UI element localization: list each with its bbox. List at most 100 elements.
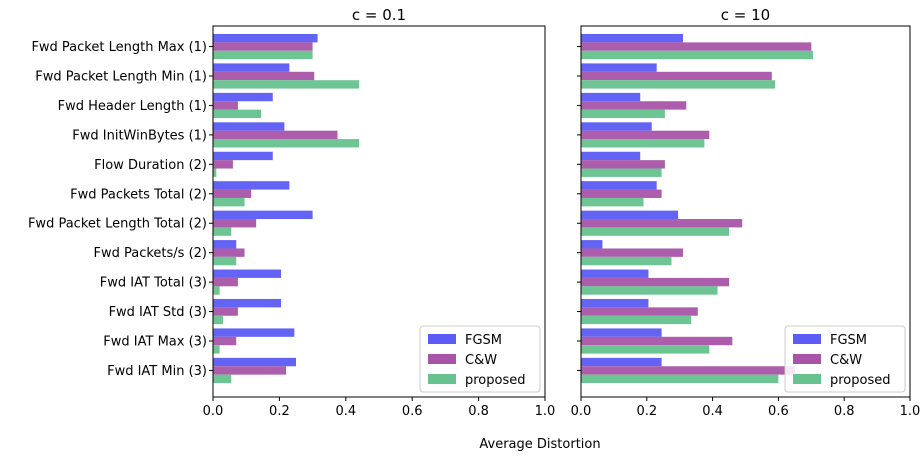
legend-swatch-c-w [793, 354, 821, 364]
bar-c-w-fwd-iat-std-3 [581, 307, 698, 316]
bar-proposed-fwd-iat-max-3 [213, 345, 220, 354]
xtick-label-0-6: 0.6 [768, 404, 789, 419]
legend-left: FGSM C&W proposed [419, 325, 541, 393]
bar-fgsm-fwd-packets-s-2 [581, 240, 603, 249]
bar-c-w-fwd-packet-length-min-1 [213, 71, 315, 81]
xtick-label-0-6: 0.6 [402, 404, 423, 419]
xtick-label-0-0: 0.0 [571, 404, 592, 419]
legend-swatch-fgsm [428, 334, 456, 344]
legend-swatch-proposed [793, 374, 821, 384]
bar-c-w-fwd-iat-max-3 [213, 336, 237, 346]
bar-fgsm-fwd-header-length-1 [581, 92, 641, 102]
bar-c-w-fwd-packets-s-2 [213, 248, 245, 257]
bar-fgsm-fwd-packet-length-max-1 [213, 33, 318, 43]
legend-label-proposed: proposed [465, 373, 526, 388]
bar-fgsm-fwd-iat-total-3 [213, 269, 282, 278]
bar-c-w-fwd-packet-length-max-1 [581, 42, 812, 51]
bar-fgsm-fwd-header-length-1 [213, 92, 273, 102]
ytick-label-fwd-packet-length-min-1: Fwd Packet Length Min (1) [35, 70, 207, 85]
xtick-label-0-2: 0.2 [269, 404, 290, 419]
xticks-left: 0.0 0.2 0.4 0.6 0.8 1.0 [203, 397, 555, 419]
bar-proposed-fwd-header-length-1 [581, 109, 665, 119]
bar-proposed-fwd-iat-total-3 [213, 286, 220, 295]
chart-title-left: c = 0.1 [352, 6, 406, 24]
chart-panel-left: c = 0.1 0.0 0.2 0.4 0.6 0.8 1.0 FGSM C&W propos… [203, 6, 556, 419]
legend-swatch-fgsm [793, 334, 821, 344]
bar-proposed-fwd-iat-max-3 [581, 345, 710, 354]
xticks-right: 0.0 0.2 0.4 0.6 0.8 1.0 [571, 397, 921, 419]
bar-fgsm-fwd-iat-std-3 [581, 298, 649, 308]
bar-proposed-flow-duration-2 [213, 168, 217, 177]
ytick-label-flow-duration-2: Flow Duration (2) [94, 158, 207, 173]
bar-proposed-fwd-iat-min-3 [213, 374, 232, 384]
x-axis-label: Average Distortion [479, 437, 600, 452]
legend-label-proposed: proposed [830, 373, 891, 388]
bar-proposed-fwd-packet-length-min-1 [213, 80, 360, 89]
xtick-label-0-8: 0.8 [468, 404, 489, 419]
bar-proposed-fwd-packets-s-2 [581, 256, 672, 266]
chart-title-right: c = 10 [721, 6, 770, 24]
bar-proposed-fwd-header-length-1 [213, 109, 262, 119]
xtick-label-1-0: 1.0 [900, 404, 921, 419]
bar-proposed-fwd-iat-std-3 [213, 315, 223, 325]
bar-fgsm-fwd-iat-std-3 [213, 298, 282, 308]
ytick-label-fwd-iat-total-3: Fwd IAT Total (3) [100, 276, 207, 291]
bar-fgsm-flow-duration-2 [213, 151, 273, 161]
bar-c-w-fwd-packet-length-total-2 [213, 219, 257, 228]
bar-c-w-fwd-packets-s-2 [581, 248, 683, 257]
bar-fgsm-fwd-iat-max-3 [581, 328, 662, 337]
bar-c-w-fwd-iat-total-3 [581, 277, 730, 287]
bar-fgsm-fwd-initwinbytes-1 [581, 122, 652, 131]
bar-c-w-fwd-initwinbytes-1 [581, 130, 710, 140]
bar-fgsm-fwd-packet-length-max-1 [581, 33, 683, 43]
ytick-label-fwd-iat-min-3: Fwd IAT Min (3) [107, 364, 207, 379]
ytick-label-fwd-iat-max-3: Fwd IAT Max (3) [103, 335, 207, 350]
bar-proposed-fwd-packet-length-max-1 [213, 50, 313, 60]
bar-fgsm-fwd-iat-max-3 [213, 328, 295, 337]
bar-c-w-flow-duration-2 [213, 160, 233, 169]
bar-c-w-fwd-initwinbytes-1 [213, 130, 338, 140]
legend-label-fgsm: FGSM [830, 333, 867, 348]
ytick-label-fwd-header-length-1: Fwd Header Length (1) [58, 99, 207, 114]
bar-proposed-fwd-packet-length-total-2 [213, 227, 232, 236]
plot-frame-right [580, 25, 911, 398]
xtick-label-0-0: 0.0 [203, 404, 224, 419]
bar-proposed-fwd-packet-length-total-2 [581, 227, 730, 236]
bar-c-w-fwd-packet-length-max-1 [213, 42, 313, 51]
bar-fgsm-fwd-initwinbytes-1 [213, 122, 285, 131]
ytick-label-fwd-initwinbytes-1: Fwd InitWinBytes (1) [72, 128, 207, 143]
legend-label-c-w: C&W [465, 353, 497, 368]
bar-fgsm-fwd-packet-length-min-1 [213, 63, 290, 72]
bar-fgsm-fwd-packets-total-2 [581, 181, 657, 190]
bar-c-w-fwd-iat-std-3 [213, 307, 238, 316]
bar-c-w-fwd-packets-total-2 [213, 189, 252, 198]
bar-c-w-fwd-packet-length-total-2 [581, 219, 743, 228]
bars-right [581, 33, 813, 384]
ytick-label-fwd-packets-s-2: Fwd Packets/s (2) [94, 246, 208, 261]
plot-frame-left [212, 25, 546, 398]
ytick-label-fwd-iat-std-3: Fwd IAT Std (3) [109, 305, 207, 320]
legend-swatch-c-w [428, 354, 456, 364]
bar-c-w-fwd-iat-min-3 [213, 366, 287, 375]
bar-c-w-fwd-packet-length-min-1 [581, 71, 772, 81]
bar-fgsm-fwd-packets-total-2 [213, 181, 290, 190]
legend-label-fgsm: FGSM [465, 333, 502, 348]
bar-proposed-fwd-iat-min-3 [581, 374, 779, 384]
bar-c-w-fwd-header-length-1 [581, 101, 687, 110]
bar-fgsm-flow-duration-2 [581, 151, 641, 161]
bar-proposed-fwd-packets-s-2 [213, 256, 237, 266]
chart-panel-right: c = 10 0.0 0.2 0.4 0.6 0.8 1.0 FGSM C&W propose… [571, 6, 921, 419]
ytick-label-fwd-packets-total-2: Fwd Packets Total (2) [70, 187, 207, 202]
bar-proposed-fwd-packet-length-min-1 [581, 80, 776, 89]
bar-c-w-fwd-packets-total-2 [581, 189, 662, 198]
bar-fgsm-fwd-packet-length-total-2 [581, 210, 679, 220]
bar-fgsm-fwd-packet-length-total-2 [213, 210, 313, 220]
bars-left [213, 33, 360, 384]
xtick-label-0-4: 0.4 [702, 404, 723, 419]
bar-fgsm-fwd-iat-min-3 [581, 357, 662, 367]
legend-label-c-w: C&W [830, 353, 862, 368]
legend-swatch-proposed [428, 374, 456, 384]
xtick-label-0-8: 0.8 [834, 404, 855, 419]
ytick-label-fwd-packet-length-max-1: Fwd Packet Length Max (1) [31, 40, 207, 55]
